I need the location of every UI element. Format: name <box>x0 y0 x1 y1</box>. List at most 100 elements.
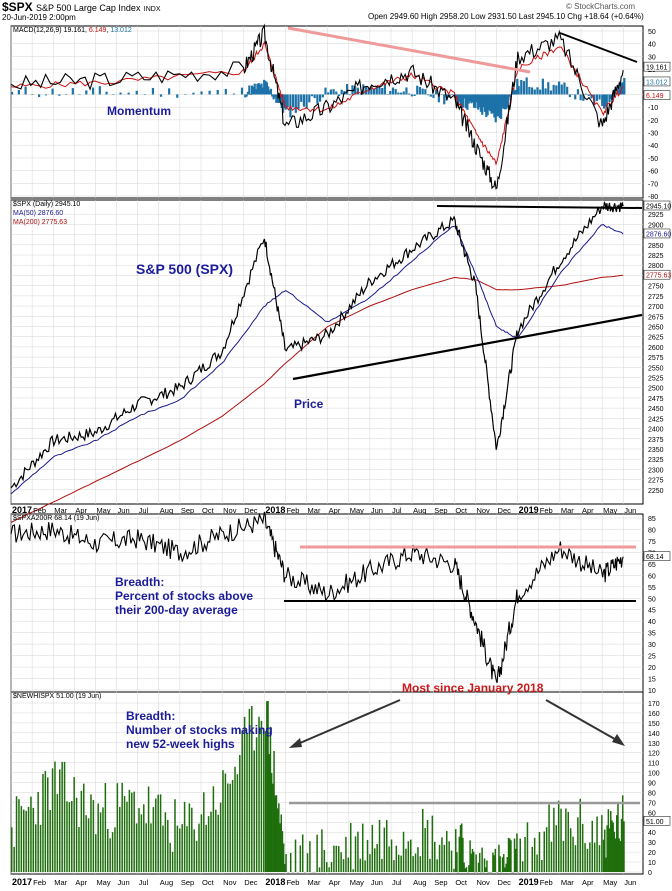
histogram-bar <box>256 83 259 95</box>
histogram-bar <box>372 88 376 95</box>
histogram-bar <box>522 81 526 95</box>
arrow-head-left <box>289 738 302 748</box>
histogram-bar <box>478 94 481 108</box>
newhighs-bar <box>342 859 345 872</box>
x-tick-label: Feb <box>540 878 553 887</box>
histogram-bar <box>268 90 271 95</box>
newhighs-bar <box>80 790 83 872</box>
gridlines <box>10 26 643 874</box>
histogram-bar <box>280 94 283 108</box>
histogram-bar <box>329 89 332 95</box>
newhighs-bar <box>90 794 92 872</box>
histogram-bar <box>475 94 478 103</box>
newhighs-bar <box>83 783 85 872</box>
histogram-bar <box>302 94 305 107</box>
histogram-bar <box>408 93 411 95</box>
arrow-head-right <box>612 734 625 746</box>
histogram-bar <box>421 88 424 95</box>
newhighs-bar <box>623 821 625 872</box>
newhighs-bar <box>44 771 47 872</box>
histogram-bar <box>249 94 252 95</box>
histogram-bar <box>604 94 607 107</box>
histogram-bar <box>391 87 395 95</box>
newhighs-bar <box>446 831 448 872</box>
x-tick-label: May <box>603 878 617 887</box>
newhighs-bar <box>622 795 624 872</box>
newhighs-bar <box>607 809 610 872</box>
newhighs-bar <box>23 809 25 872</box>
x-tick-label: Sep <box>181 506 194 515</box>
histogram-bar <box>370 86 373 95</box>
newhighs-bar <box>198 823 200 872</box>
x-tick-label: Mar <box>308 506 321 515</box>
histogram-bar <box>250 85 254 95</box>
price-annotation-title: S&P 500 (SPX) <box>136 261 234 277</box>
y-tick-label: -60 <box>648 169 658 176</box>
x-tick-label: Nov <box>223 506 237 515</box>
newhighs-bar <box>162 825 164 872</box>
histogram-bar <box>459 94 462 106</box>
newhighs-bar <box>157 794 159 872</box>
newhighs-bar <box>608 828 611 872</box>
newhighs-bar <box>504 867 506 872</box>
y-tick-label: 65 <box>648 562 656 569</box>
histogram-bar <box>568 94 571 98</box>
newhighs-bar <box>207 816 210 872</box>
newhighs-bar <box>499 856 501 872</box>
momentum-annotation: Momentum <box>107 104 171 118</box>
newhighs-bar <box>357 831 359 872</box>
histogram-bar <box>418 87 422 95</box>
histogram-bar <box>397 92 400 95</box>
histogram-bar <box>501 94 504 108</box>
newhighs-bar <box>234 766 236 872</box>
newhighs-bar <box>92 800 95 872</box>
newhighs-bar <box>604 829 606 872</box>
index-name: S&P 500 Large Cap Index <box>36 3 141 13</box>
y-tick-label: 2525 <box>648 376 664 383</box>
exchange: INDX <box>143 6 161 13</box>
newhighs-bar <box>424 828 426 872</box>
newhighs-bar <box>612 822 614 872</box>
x-tick-label: Oct <box>455 506 468 515</box>
x-tick-label: Jun <box>624 506 636 515</box>
newhighs-bar <box>340 852 342 872</box>
newhighs-bar <box>421 808 424 872</box>
newhighs-bar <box>273 750 275 872</box>
histogram-bar <box>513 90 516 95</box>
quote-line: Open 2949.60 High 2958.20 Low 2931.50 La… <box>368 12 644 21</box>
y-tick-label: 2475 <box>648 396 664 403</box>
newhighs-bar <box>147 786 150 872</box>
histogram-bar <box>240 87 244 95</box>
newhighs-bar <box>557 800 560 872</box>
newhighs-bar <box>419 856 422 872</box>
macd-legend-signal: 6.149 <box>88 27 107 34</box>
newhighs-bar <box>502 854 505 872</box>
histogram-bar <box>272 94 275 100</box>
x-tick-label: Apr <box>75 878 87 887</box>
macd-legend: MACD(12,26,9) 19.161, 6.149, 13.012 <box>13 27 132 34</box>
newhighs-bar <box>337 846 340 872</box>
newhighs-bar <box>263 731 265 872</box>
newhighs-bar <box>602 839 605 872</box>
newhighs-bar <box>463 862 465 872</box>
newhighs-bar <box>123 796 126 872</box>
y-tick-label: -20 <box>648 118 658 125</box>
histogram-bar <box>456 94 460 107</box>
newhighs-bar <box>464 868 467 872</box>
y-tick-label: 2375 <box>648 437 664 444</box>
newhighs-bar <box>191 807 193 872</box>
newhighs-bar <box>459 825 462 872</box>
newhighs-bar <box>562 840 565 872</box>
newhighs-bar <box>219 802 222 872</box>
newhighs-bar <box>150 823 152 872</box>
histogram-bar <box>261 87 264 95</box>
newhighs-bar <box>239 755 241 872</box>
histogram-bar <box>51 88 54 95</box>
newhighs-bar <box>618 838 620 872</box>
histogram-bar <box>324 87 327 95</box>
histogram-bar <box>544 88 547 95</box>
newhighs-bar <box>203 792 205 872</box>
histogram-bar <box>528 86 531 95</box>
newhighs-bar <box>87 818 90 872</box>
newhighs-bar <box>188 803 191 872</box>
